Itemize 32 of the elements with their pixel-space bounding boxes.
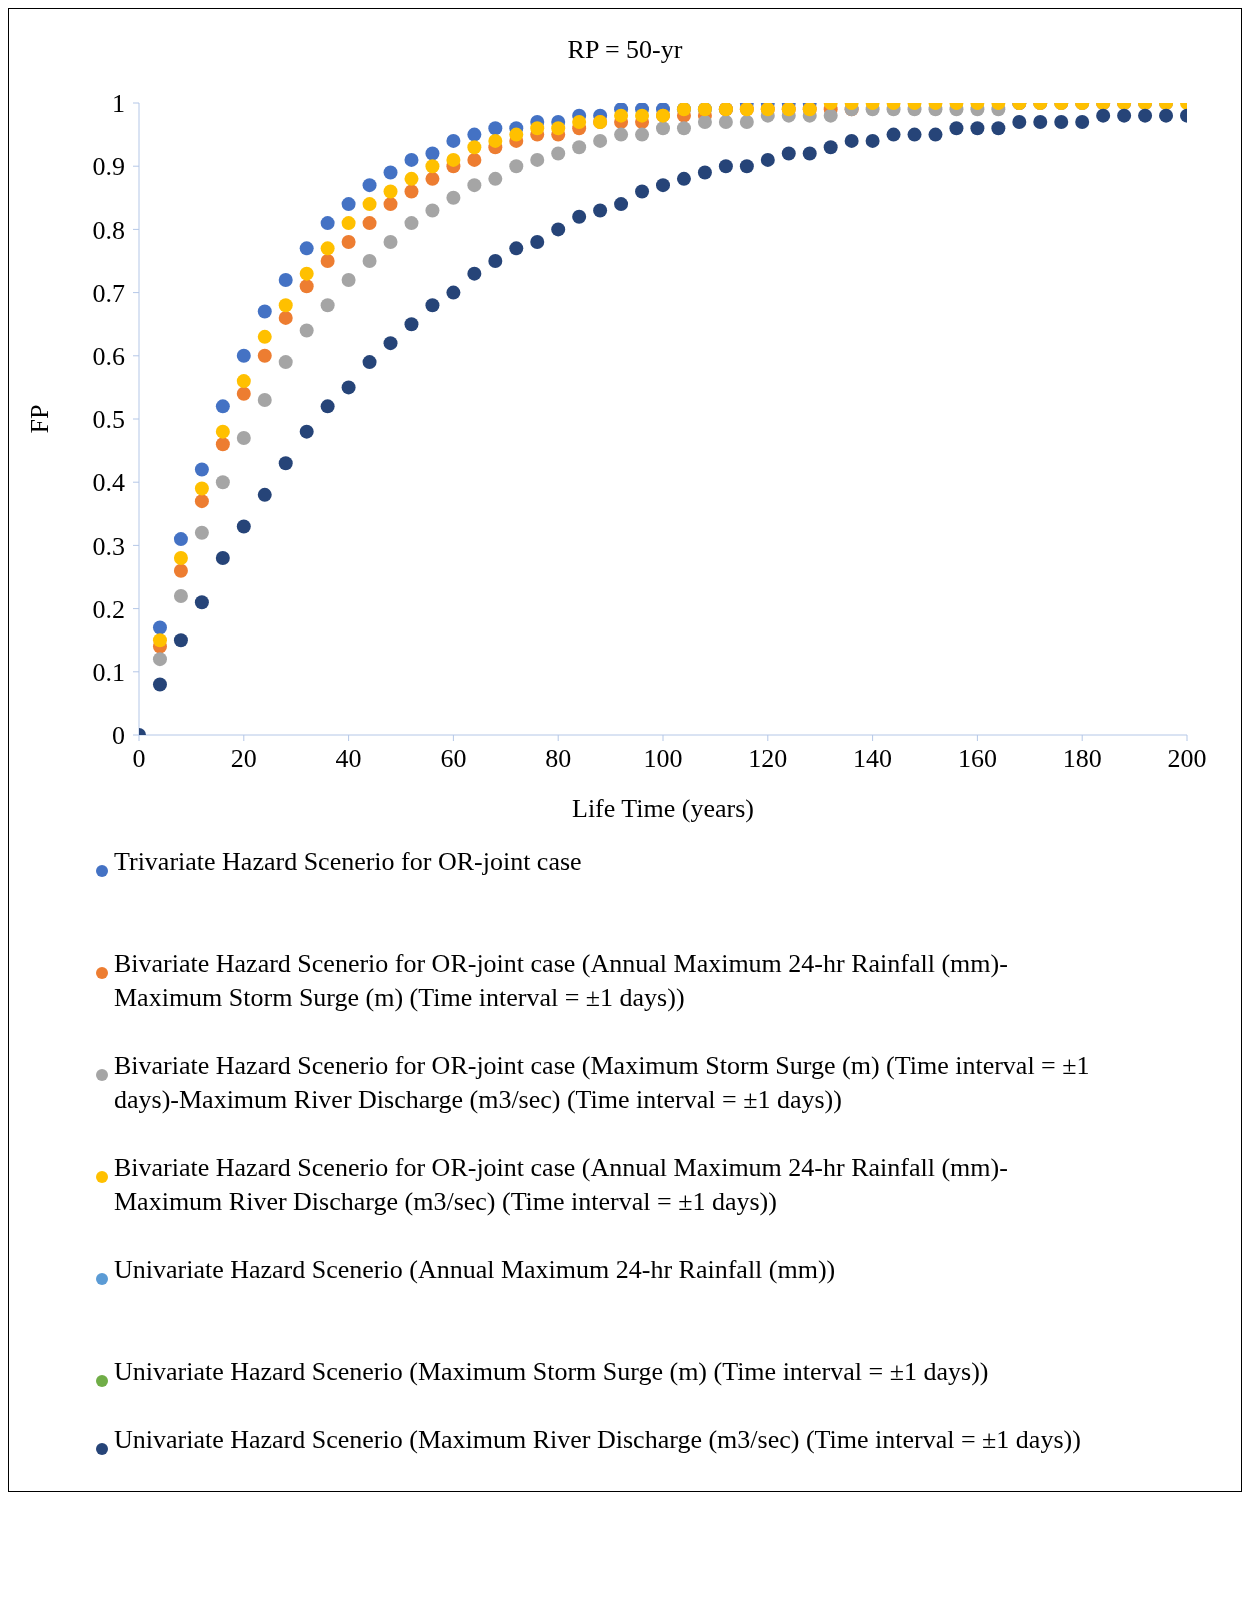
x-tick-label: 20 [230,744,257,774]
x-tick-label: 80 [545,744,572,774]
chart-title: RP = 50-yr [566,34,684,66]
x-tick-label: 200 [1167,744,1207,774]
x-tick-label: 160 [957,744,997,774]
legend-label: Univariate Hazard Scenerio (Maximum River Discharge (m3/sec) (Time interval = ±1 days)) [114,1424,1081,1456]
y-tick-label: 0.1 [92,658,125,688]
legend-label: Univariate Hazard Scenerio (Maximum Storm Surge (m) (Time interval = ±1 days)) [114,1356,989,1388]
legend-label: Trivariate Hazard Scenerio for OR-joint case [114,846,582,878]
legend-label: Bivariate Hazard Scenerio for OR-joint case (Maximum Storm Surge (m) (Time interval = ±1 days)-Maximum River Discharge (m3/sec) (Time interval = ±1 days)) [114,1050,1091,1116]
y-tick-label: 0.7 [92,278,125,308]
x-tick-label: 0 [132,744,146,774]
x-tick-label: 180 [1062,744,1102,774]
legend-label: Univariate Hazard Scenerio (Annual Maximum 24-hr Rainfall (mm)) [114,1254,836,1286]
y-tick-label: 0.4 [92,468,125,498]
x-tick-label: 140 [853,744,893,774]
x-tick-label: 40 [335,744,362,774]
x-axis-title: Life Time (years) [572,794,754,823]
y-axis-title: FP [25,404,55,434]
y-tick-label: 0.9 [92,152,125,182]
y-tick-label: 0 [112,721,125,751]
legend-label: Bivariate Hazard Scenerio for OR-joint case (Annual Maximum 24-hr Rainfall (mm)-Maximum River Discharge (m3/sec) (Time interval = ±1 days)) [114,1152,1009,1218]
y-tick-label: 0.8 [92,215,125,245]
y-tick-label: 1 [112,89,125,119]
y-tick-label: 0.2 [92,594,125,624]
x-tick-label: 60 [440,744,467,774]
legend-label: Bivariate Hazard Scenerio for OR-joint case (Annual Maximum 24-hr Rainfall (mm)-Maximum Storm Surge (m) (Time interval = ±1 days)) [114,948,1009,1014]
x-tick-label: 120 [748,744,788,774]
y-tick-label: 0.5 [92,405,125,435]
y-tick-label: 0.6 [92,342,125,372]
y-tick-label: 0.3 [92,531,125,561]
x-tick-label: 100 [643,744,683,774]
